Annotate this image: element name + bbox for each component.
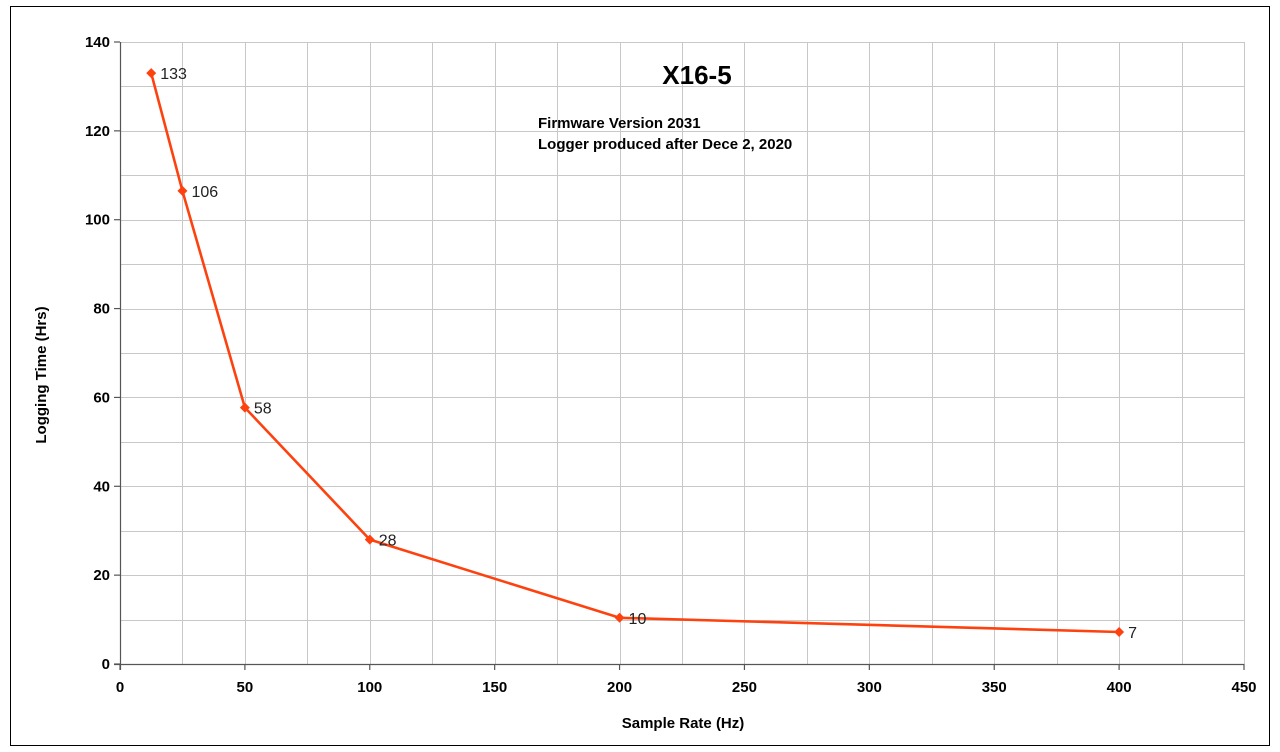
x-tick-label: 400 — [1107, 679, 1132, 696]
data-point-marker — [177, 185, 188, 196]
data-series — [146, 68, 1125, 638]
data-point-marker — [364, 534, 375, 545]
data-labels: 133 106 58 28 10 7 — [160, 66, 1137, 642]
y-tick-label: 40 — [93, 478, 110, 495]
data-point-marker — [614, 612, 625, 623]
x-tick-label: 250 — [732, 679, 757, 696]
data-label: 10 — [629, 611, 647, 628]
axes: 0 50 100 150 200 250 300 350 400 450 0 20 40 60 80 100 1… — [85, 34, 1257, 696]
x-tick-label: 0 — [116, 679, 124, 696]
y-tick-label: 120 — [85, 123, 110, 140]
x-tick-label: 350 — [982, 679, 1007, 696]
y-tick-label: 60 — [93, 389, 110, 406]
y-tick-label: 20 — [93, 567, 110, 584]
annotation-firmware: Firmware Version 2031 — [538, 115, 701, 132]
data-point-marker — [239, 402, 250, 413]
data-point-marker — [1114, 627, 1125, 638]
data-label: 7 — [1128, 625, 1137, 642]
annotation-production-date: Logger produced after Dece 2, 2020 — [538, 136, 792, 153]
data-label: 106 — [191, 184, 218, 201]
x-tick-label: 50 — [237, 679, 254, 696]
y-tick-label: 80 — [93, 301, 110, 318]
x-tick-label: 300 — [857, 679, 882, 696]
y-tick-label: 0 — [102, 656, 110, 673]
data-label: 28 — [379, 533, 397, 550]
x-tick-label: 100 — [357, 679, 382, 696]
x-tick-label: 150 — [482, 679, 507, 696]
data-point-marker — [146, 68, 157, 79]
x-axis-title: Sample Rate (Hz) — [622, 715, 745, 732]
y-axis-title: Logging Time (Hrs) — [33, 306, 50, 443]
data-label: 133 — [160, 66, 187, 83]
x-tick-label: 200 — [607, 679, 632, 696]
y-tick-label: 100 — [85, 212, 110, 229]
chart-title: X16-5 — [662, 60, 731, 90]
y-tick-label: 140 — [85, 34, 110, 51]
x-tick-label: 450 — [1231, 679, 1256, 696]
data-label: 58 — [254, 401, 272, 418]
chart-frame — [10, 6, 1270, 746]
series-line — [149, 72, 1120, 634]
